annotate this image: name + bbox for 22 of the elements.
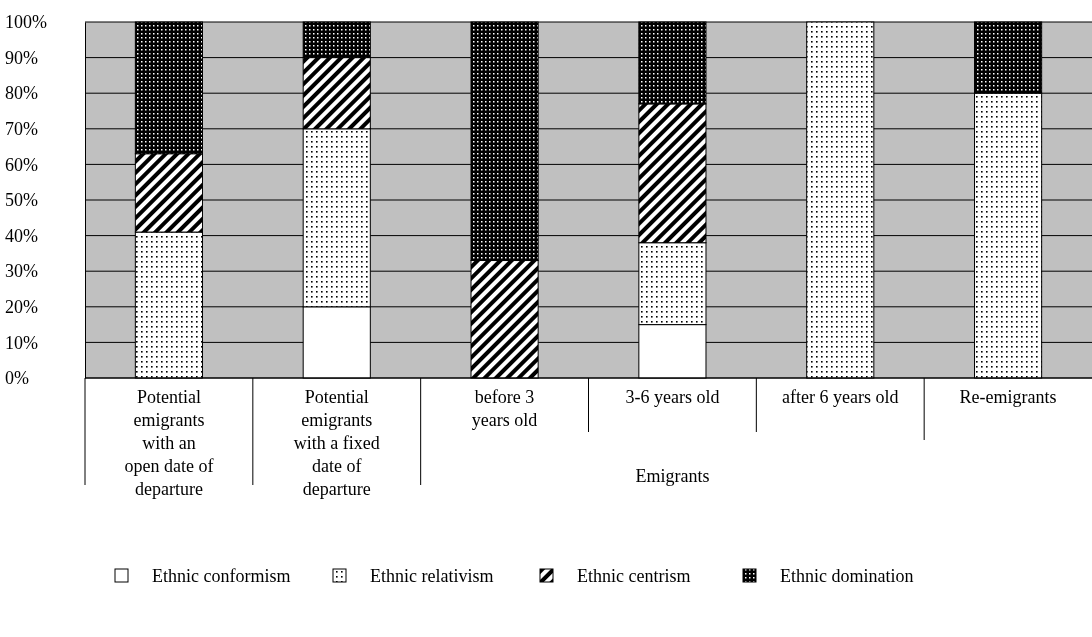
- y-tick-label: 0%: [5, 368, 29, 389]
- x-tick-label: after 6 years old: [782, 387, 899, 407]
- y-tick-label: 100%: [5, 12, 47, 33]
- x-tick-label: Potential emigrants with an open date of departure: [124, 387, 214, 499]
- y-tick-label: 50%: [5, 190, 38, 211]
- y-tick-label: 40%: [5, 225, 38, 246]
- x-tick-label: before 3 years old: [471, 387, 538, 430]
- y-tick-label: 80%: [5, 83, 38, 104]
- legend-label: Ethnic conformism: [152, 566, 291, 586]
- y-tick-label: 20%: [5, 297, 38, 318]
- legend-label: Ethnic centrism: [577, 566, 691, 586]
- y-tick-label: 30%: [5, 261, 38, 282]
- y-tick-label: 90%: [5, 47, 38, 68]
- legend-label: Ethnic relativism: [370, 566, 494, 586]
- legend-label: Ethnic domination: [780, 566, 914, 586]
- x-tick-label: Re-emigrants: [959, 387, 1057, 407]
- x-tick-label: 3-6 years old: [625, 387, 720, 407]
- y-tick-label: 60%: [5, 154, 38, 175]
- text: Emigrants: [635, 466, 710, 486]
- x-tick-label: Potential emigrants with a fixed date of departure: [293, 387, 380, 499]
- y-tick-label: 70%: [5, 119, 38, 140]
- y-tick-label: 10%: [5, 332, 38, 353]
